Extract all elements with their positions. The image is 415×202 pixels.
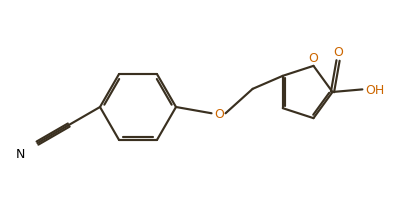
Text: O: O <box>214 107 224 120</box>
Text: OH: OH <box>365 83 385 96</box>
Text: O: O <box>309 52 318 65</box>
Text: O: O <box>333 46 343 59</box>
Text: N: N <box>16 147 25 160</box>
